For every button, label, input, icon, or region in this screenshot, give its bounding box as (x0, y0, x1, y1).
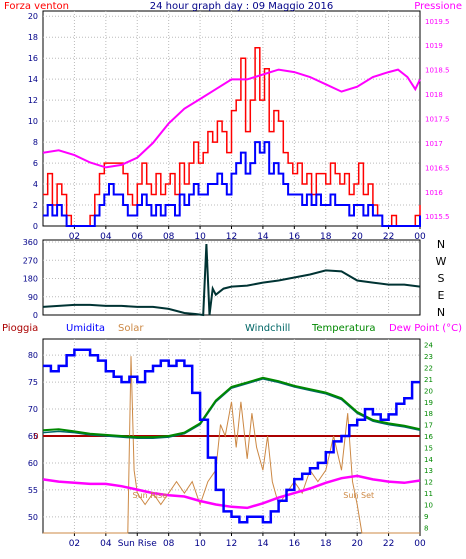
wind-y-tick-label: 12 (28, 96, 38, 105)
wind-x-tick-label: 14 (257, 232, 269, 242)
humidity-y-tick-label: 50 (28, 513, 38, 522)
pressure-series (42, 68, 421, 169)
humidity-y-tick-label: 65 (28, 432, 38, 441)
compass-e-label: E (438, 289, 445, 302)
temp-x-tick-label: 02 (69, 539, 80, 549)
wind-y-tick-label: 14 (28, 75, 38, 84)
temp-x-tick-label: 10 (194, 539, 206, 549)
legend-umidita: Umidita (66, 323, 105, 334)
temp-x-tick-label: 12 (226, 539, 237, 549)
pressure-y-tick-label: 1016 (425, 189, 443, 197)
temp-x-tick-label: 22 (383, 539, 394, 549)
wind-x-tick-label: 16 (289, 232, 301, 242)
humidity-y-tick-label: 55 (28, 486, 38, 495)
wind-y-tick-label: 0 (33, 222, 38, 231)
temperature-y-tick-label: 17 (424, 422, 433, 430)
wind-x-tick-label: 04 (100, 232, 112, 242)
temperature-y-tick-label: 19 (424, 399, 433, 407)
humidity-y-tick-label: 70 (28, 405, 38, 414)
humidity-y-tick-label: 80 (28, 351, 38, 360)
temperature-y-tick-label: 20 (424, 387, 433, 395)
pressure-y-tick-label: 1019 (425, 42, 443, 50)
wind-y-tick-label: 20 (28, 12, 38, 21)
wind-y-tick-label: 16 (28, 54, 38, 63)
wind-axis-label: Forza venton (4, 1, 69, 12)
humidity-series (43, 348, 420, 524)
direction-y-tick-label: 90 (28, 293, 38, 302)
wind-x-tick-label: 00 (414, 232, 426, 242)
pressure-y-tick-label: 1015.5 (425, 213, 450, 221)
pressure-y-tick-label: 1019.5 (425, 18, 450, 26)
temp-x-tick-label: 00 (414, 539, 426, 549)
wind-speed-series (43, 46, 421, 227)
wind-x-tick-label: 08 (163, 232, 175, 242)
wind-y-tick-label: 4 (33, 180, 38, 189)
temperature-y-tick-label: 9 (424, 513, 428, 521)
temperature-y-tick-label: 10 (424, 501, 433, 509)
temp-x-tick-label: 18 (320, 539, 332, 549)
temperature-y-tick-label: 11 (424, 490, 433, 498)
legend-temperatura: Temperatura (311, 323, 376, 334)
pressure-y-tick-label: 1017 (425, 140, 443, 148)
wind-y-tick-label: 2 (33, 201, 38, 210)
compass-s-label: S (438, 272, 445, 285)
wind-x-tick-label: 12 (226, 232, 237, 242)
humidity-y-tick-label: 60 (28, 459, 38, 468)
wind-x-tick-label: 06 (132, 232, 144, 242)
compass-w-label: W (436, 255, 447, 268)
legend-dewpoint: Dew Point (°C) (389, 323, 462, 334)
legend-pioggia: Pioggia (2, 323, 38, 334)
temp-x-tick-label: Sun Rise (118, 539, 157, 549)
direction-y-tick-label: 360 (23, 238, 38, 247)
temperature-series (42, 376, 421, 439)
sun-set-label: Sun Set (343, 491, 374, 500)
wind-direction-series (42, 244, 421, 317)
wind-x-tick-label: 10 (194, 232, 206, 242)
temperature-y-tick-label: 18 (424, 410, 433, 418)
wind-x-tick-label: 22 (383, 232, 394, 242)
pressure-y-tick-label: 1018.5 (425, 67, 450, 75)
dewpoint-series (42, 474, 421, 510)
temp-x-tick-label: 08 (163, 539, 175, 549)
legend-windchill: Windchill (245, 323, 290, 334)
temp-x-tick-label: 04 (100, 539, 112, 549)
wind-y-tick-label: 10 (28, 117, 38, 126)
wind-x-tick-label: 20 (351, 232, 363, 242)
direction-y-tick-label: 270 (23, 256, 38, 265)
temperature-y-tick-label: 15 (424, 444, 433, 452)
temperature-y-tick-label: 13 (424, 467, 433, 475)
temperature-y-tick-label: 22 (424, 365, 433, 373)
pressure-y-tick-label: 1017.5 (425, 116, 450, 124)
pressure-y-tick-label: 1018 (425, 91, 443, 99)
temperature-y-tick-label: 12 (424, 479, 433, 487)
direction-y-tick-label: 180 (23, 275, 38, 284)
sun-rise-label: Sun Rise (132, 491, 167, 500)
temperature-y-tick-label: 16 (424, 433, 433, 441)
wind-x-tick-label: 18 (320, 232, 332, 242)
temperature-y-tick-label: 24 (424, 342, 433, 350)
wind-x-tick-label: 02 (69, 232, 80, 242)
compass-n2-label: N (437, 306, 445, 319)
chart-title: 24 hour graph day : 09 Maggio 2016 (150, 1, 333, 12)
legend-solar: Solar (118, 323, 144, 334)
direction-y-tick-label: 0 (33, 311, 38, 320)
compass-n-label: N (437, 238, 445, 251)
humidity-y-tick-label: 75 (28, 378, 38, 387)
pressure-y-tick-label: 1016.5 (425, 164, 450, 172)
wind-y-tick-label: 6 (33, 159, 38, 168)
wind-gust-series (43, 141, 421, 227)
temperature-y-tick-label: 21 (424, 376, 433, 384)
temp-x-tick-label: 20 (351, 539, 363, 549)
temperature-y-tick-label: 14 (424, 456, 433, 464)
temp-x-tick-label: 14 (257, 539, 269, 549)
temp-x-tick-label: 16 (289, 539, 301, 549)
rain-zero-label: 0 (33, 432, 38, 441)
wind-y-tick-label: 18 (28, 33, 38, 42)
pressure-axis-label: Pressione (414, 1, 462, 12)
temperature-y-tick-label: 23 (424, 353, 433, 361)
temperature-y-tick-label: 8 (424, 524, 428, 532)
wind-y-tick-label: 8 (33, 138, 38, 147)
